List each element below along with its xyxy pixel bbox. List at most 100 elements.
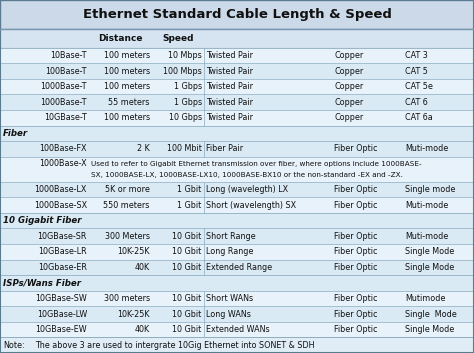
Text: Fiber: Fiber [3,129,28,138]
Text: Single Mode: Single Mode [405,263,454,272]
Bar [0,29,474,48]
Bar [0,259,474,275]
Text: Extended Range: Extended Range [206,263,272,272]
Text: 550 meters: 550 meters [103,201,150,210]
Text: 10 Gbps: 10 Gbps [169,113,202,122]
Text: CAT 6a: CAT 6a [405,113,433,122]
Text: 100 meters: 100 meters [104,113,150,122]
Text: Fiber Optic: Fiber Optic [334,201,377,210]
Text: 10GBase-LR: 10GBase-LR [38,247,87,256]
Bar [0,79,474,95]
Text: Fiber Optic: Fiber Optic [334,310,377,318]
Bar [0,275,474,291]
Bar [0,0,474,29]
Bar [0,110,474,126]
Text: The above 3 are used to intergrate 10Gig Ethernet into SONET & SDH: The above 3 are used to intergrate 10Gig… [35,341,315,350]
Text: 10 Gbit: 10 Gbit [173,325,202,334]
Text: 300 Meters: 300 Meters [105,232,150,241]
Text: Single mode: Single mode [405,185,456,194]
Text: 10GBase-T: 10GBase-T [44,113,87,122]
Text: 1000Base-X: 1000Base-X [39,159,87,168]
Text: Fiber Optic: Fiber Optic [334,294,377,303]
Text: Fiber Optic: Fiber Optic [334,247,377,256]
Text: Single Mode: Single Mode [405,325,454,334]
Bar [0,48,474,63]
Bar [0,244,474,259]
Bar [0,306,474,322]
Text: Speed: Speed [162,34,193,43]
Text: 1 Gbit: 1 Gbit [177,201,202,210]
Bar [0,197,474,213]
Text: 10K-25K: 10K-25K [117,247,150,256]
Text: Muti-mode: Muti-mode [405,232,448,241]
Text: SX, 1000BASE-LX, 1000BASE-LX10, 1000BASE-BX10 or the non-standard -EX and -ZX.: SX, 1000BASE-LX, 1000BASE-LX10, 1000BASE… [91,172,403,178]
Text: 10 Gbit: 10 Gbit [173,310,202,318]
Text: Ethernet Standard Cable Length & Speed: Ethernet Standard Cable Length & Speed [82,8,392,21]
Text: Mutimode: Mutimode [405,294,446,303]
Text: Used to refer to Gigabit Ethernet transmission over fiber, where options include: Used to refer to Gigabit Ethernet transm… [91,161,422,167]
Text: 1000Base-T: 1000Base-T [40,82,87,91]
Text: ISPs/Wans Fiber: ISPs/Wans Fiber [3,279,81,287]
Text: 40K: 40K [135,325,150,334]
Bar [0,63,474,79]
Text: Copper: Copper [334,113,363,122]
Bar [0,182,474,197]
Bar [0,157,474,182]
Text: Long (wavelegth) LX: Long (wavelegth) LX [206,185,288,194]
Text: 10GBase-SW: 10GBase-SW [35,294,87,303]
Text: 1000Base-T: 1000Base-T [40,98,87,107]
Text: 100 Mbit: 100 Mbit [167,144,202,154]
Text: 10Base-T: 10Base-T [51,51,87,60]
Text: 100 Mbps: 100 Mbps [163,67,202,76]
Text: 10 Gbit: 10 Gbit [173,247,202,256]
Text: 100Base-T: 100Base-T [46,67,87,76]
Text: 10GBase-EW: 10GBase-EW [36,325,87,334]
Text: Copper: Copper [334,51,363,60]
Text: Copper: Copper [334,98,363,107]
Text: 2 K: 2 K [137,144,150,154]
Text: Muti-mode: Muti-mode [405,201,448,210]
Text: Fiber Optic: Fiber Optic [334,144,377,154]
Bar [0,213,474,228]
Text: Fiber Optic: Fiber Optic [334,185,377,194]
Text: 1000Base-SX: 1000Base-SX [34,201,87,210]
Text: 100 meters: 100 meters [104,67,150,76]
Bar [0,337,474,353]
Text: 100Base-FX: 100Base-FX [39,144,87,154]
Text: Long WANs: Long WANs [206,310,251,318]
Text: Fiber Pair: Fiber Pair [206,144,243,154]
Text: Fiber Optic: Fiber Optic [334,325,377,334]
Bar [0,322,474,337]
Bar [0,141,474,157]
Text: 10Gbase-ER: 10Gbase-ER [38,263,87,272]
Text: Copper: Copper [334,82,363,91]
Text: Long Range: Long Range [206,247,253,256]
Text: Twisted Pair: Twisted Pair [206,98,253,107]
Text: 10 Gbit: 10 Gbit [173,263,202,272]
Text: 40K: 40K [135,263,150,272]
Text: 10 Gbit: 10 Gbit [173,232,202,241]
Text: 100 meters: 100 meters [104,51,150,60]
Text: Twisted Pair: Twisted Pair [206,67,253,76]
Text: 1 Gbit: 1 Gbit [177,185,202,194]
Text: Twisted Pair: Twisted Pair [206,113,253,122]
Text: Single Mode: Single Mode [405,247,454,256]
Text: CAT 3: CAT 3 [405,51,428,60]
Text: 10GBase-SR: 10GBase-SR [37,232,87,241]
Text: 100 meters: 100 meters [104,82,150,91]
Text: Single  Mode: Single Mode [405,310,457,318]
Text: Twisted Pair: Twisted Pair [206,51,253,60]
Text: Short (wavelength) SX: Short (wavelength) SX [206,201,296,210]
Bar [0,95,474,110]
Text: 1 Gbps: 1 Gbps [173,82,202,91]
Text: Extended WANs: Extended WANs [206,325,269,334]
Text: Short Range: Short Range [206,232,255,241]
Text: 10 Gbit: 10 Gbit [173,294,202,303]
Text: CAT 6: CAT 6 [405,98,428,107]
Text: CAT 5e: CAT 5e [405,82,433,91]
Text: Distance: Distance [98,34,143,43]
Text: 10 Mbps: 10 Mbps [168,51,202,60]
Text: 10 Gigabit Fiber: 10 Gigabit Fiber [3,216,82,225]
Text: Short WANs: Short WANs [206,294,253,303]
Text: Fiber Optic: Fiber Optic [334,263,377,272]
